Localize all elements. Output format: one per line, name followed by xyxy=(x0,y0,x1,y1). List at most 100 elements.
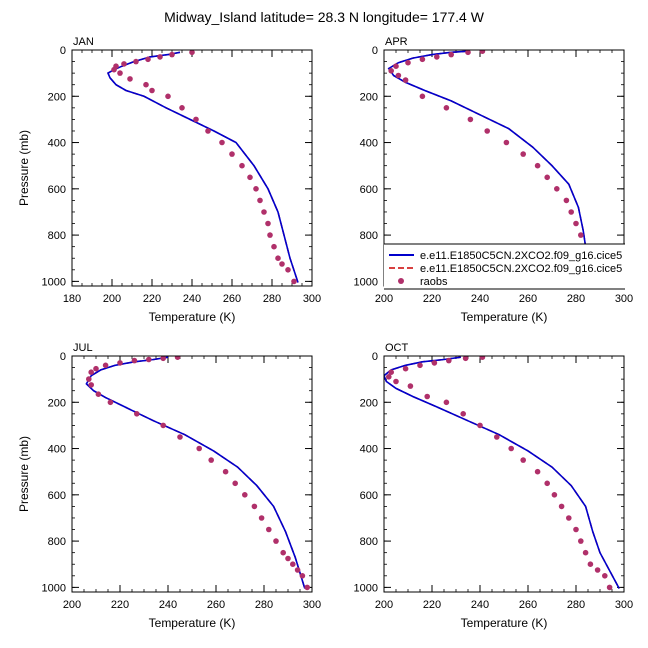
x-axis-label: Temperature (K) xyxy=(149,310,236,324)
y-tick-label: 800 xyxy=(360,230,378,242)
legend-dashed-label: e.e11.E1850C5CN.2XCO2.f09_g16.cice5 xyxy=(420,263,622,275)
panel-jan: 180 200 220 240 260 280 300 0 200 400 600 800 1000 JA… xyxy=(17,36,321,324)
raobs-point xyxy=(174,356,181,360)
raobs-point xyxy=(165,93,171,100)
raobs-point xyxy=(257,197,263,204)
raobs-point xyxy=(273,538,279,544)
raobs-point xyxy=(179,105,185,111)
raobs-point xyxy=(208,457,214,463)
y-tick-label: 1000 xyxy=(42,582,66,594)
legend-marker-swatch xyxy=(398,278,404,284)
raobs-point xyxy=(285,267,291,273)
raobs-point xyxy=(573,220,579,227)
raobs-point xyxy=(285,555,291,562)
raobs-point xyxy=(419,93,426,100)
plot-area-oct xyxy=(384,356,620,591)
raobs-point xyxy=(267,232,273,238)
y-tick-label: 400 xyxy=(48,444,66,456)
plot-area-jul xyxy=(85,356,311,591)
raobs-point xyxy=(594,567,601,573)
raobs-point xyxy=(193,116,199,123)
raobs-point xyxy=(275,255,281,261)
panel-title-apr: APR xyxy=(385,36,408,48)
raobs-point xyxy=(388,68,395,74)
raobs-point xyxy=(503,139,510,146)
y-tick-label: 600 xyxy=(48,184,66,196)
raobs-point xyxy=(117,360,123,366)
raobs-point xyxy=(127,76,133,82)
panel-jul: 200 220 240 260 280 300 0 200 400 600 800 1000 JUL Te… xyxy=(17,342,321,630)
x-tick-label: 300 xyxy=(303,293,321,305)
model-dashed-line xyxy=(107,51,299,283)
raobs-point xyxy=(134,411,140,417)
y-axis-label: Pressure (mb) xyxy=(17,436,31,512)
legend: e.e11.E1850C5CN.2XCO2.f09_g16.cice5 e.e1… xyxy=(384,243,625,290)
y-tick-label: 800 xyxy=(48,536,66,548)
figure-title: Midway_Island latitude= 28.3 N longitude… xyxy=(164,9,485,25)
raobs-point xyxy=(177,434,183,440)
x-tick-label: 300 xyxy=(615,599,633,611)
y-tick-label: 200 xyxy=(48,91,66,103)
x-tick-label: 300 xyxy=(303,599,321,611)
x-tick-label: 260 xyxy=(519,293,537,305)
x-tick-label: 280 xyxy=(567,599,585,611)
raobs-point xyxy=(534,162,541,169)
raobs-point xyxy=(424,393,431,400)
x-tick-label: 240 xyxy=(159,599,177,611)
plot-frame xyxy=(71,355,313,593)
x-tick-label: 220 xyxy=(111,599,129,611)
y-tick-label: 400 xyxy=(360,138,378,150)
y-tick-label: 600 xyxy=(360,184,378,196)
x-tick-label: 260 xyxy=(207,599,225,611)
raobs-point xyxy=(299,573,306,579)
x-tick-label: 280 xyxy=(263,293,281,305)
raobs-point xyxy=(393,63,399,69)
x-tick-label: 260 xyxy=(223,293,241,305)
model-dashed-line xyxy=(85,356,306,589)
raobs-point xyxy=(467,116,474,123)
raobs-point xyxy=(157,54,163,60)
raobs-point xyxy=(279,261,285,267)
raobs-point xyxy=(443,399,450,406)
raobs-point xyxy=(102,362,109,369)
raobs-point xyxy=(271,243,277,250)
panel-oct: 200 220 240 260 280 300 0 200 400 600 800 1000 OCT Te… xyxy=(354,342,634,630)
raobs-point xyxy=(265,220,271,227)
raobs-point xyxy=(554,186,560,192)
panels: 180 200 220 240 260 280 300 0 200 400 600 800 1000 JA… xyxy=(17,36,633,630)
raobs-point xyxy=(169,51,175,58)
raobs-point xyxy=(508,445,514,452)
raobs-point xyxy=(222,468,229,475)
raobs-point xyxy=(448,51,455,58)
raobs-point xyxy=(146,356,152,363)
raobs-point xyxy=(587,561,594,567)
y-tick-label: 0 xyxy=(60,351,66,363)
raobs-point xyxy=(88,382,94,388)
raobs-point xyxy=(117,70,123,76)
raobs-point xyxy=(280,549,287,556)
y-tick-label: 200 xyxy=(48,397,66,409)
plot-area-jan xyxy=(106,50,299,285)
y-tick-label: 600 xyxy=(360,490,378,502)
raobs-point xyxy=(88,369,94,376)
raobs-point xyxy=(465,50,471,56)
raobs-point xyxy=(143,81,149,88)
y-tick-label: 0 xyxy=(372,351,378,363)
raobs-point xyxy=(520,151,526,157)
raobs-point xyxy=(93,365,99,372)
raobs-point xyxy=(479,50,486,54)
raobs-point xyxy=(402,77,409,83)
legend-solid-label: e.e11.E1850C5CN.2XCO2.f09_g16.cice5 xyxy=(420,250,622,262)
raobs-point xyxy=(494,434,500,440)
raobs-point xyxy=(261,209,267,215)
raobs-point xyxy=(388,369,395,376)
y-tick-label: 600 xyxy=(48,490,66,502)
raobs-point xyxy=(145,56,151,63)
y-tick-label: 800 xyxy=(360,536,378,548)
raobs-point xyxy=(242,492,248,498)
model-solid-line xyxy=(384,356,620,589)
raobs-point xyxy=(431,360,438,366)
raobs-point xyxy=(258,515,265,521)
panel-title-jul: JUL xyxy=(73,342,93,354)
